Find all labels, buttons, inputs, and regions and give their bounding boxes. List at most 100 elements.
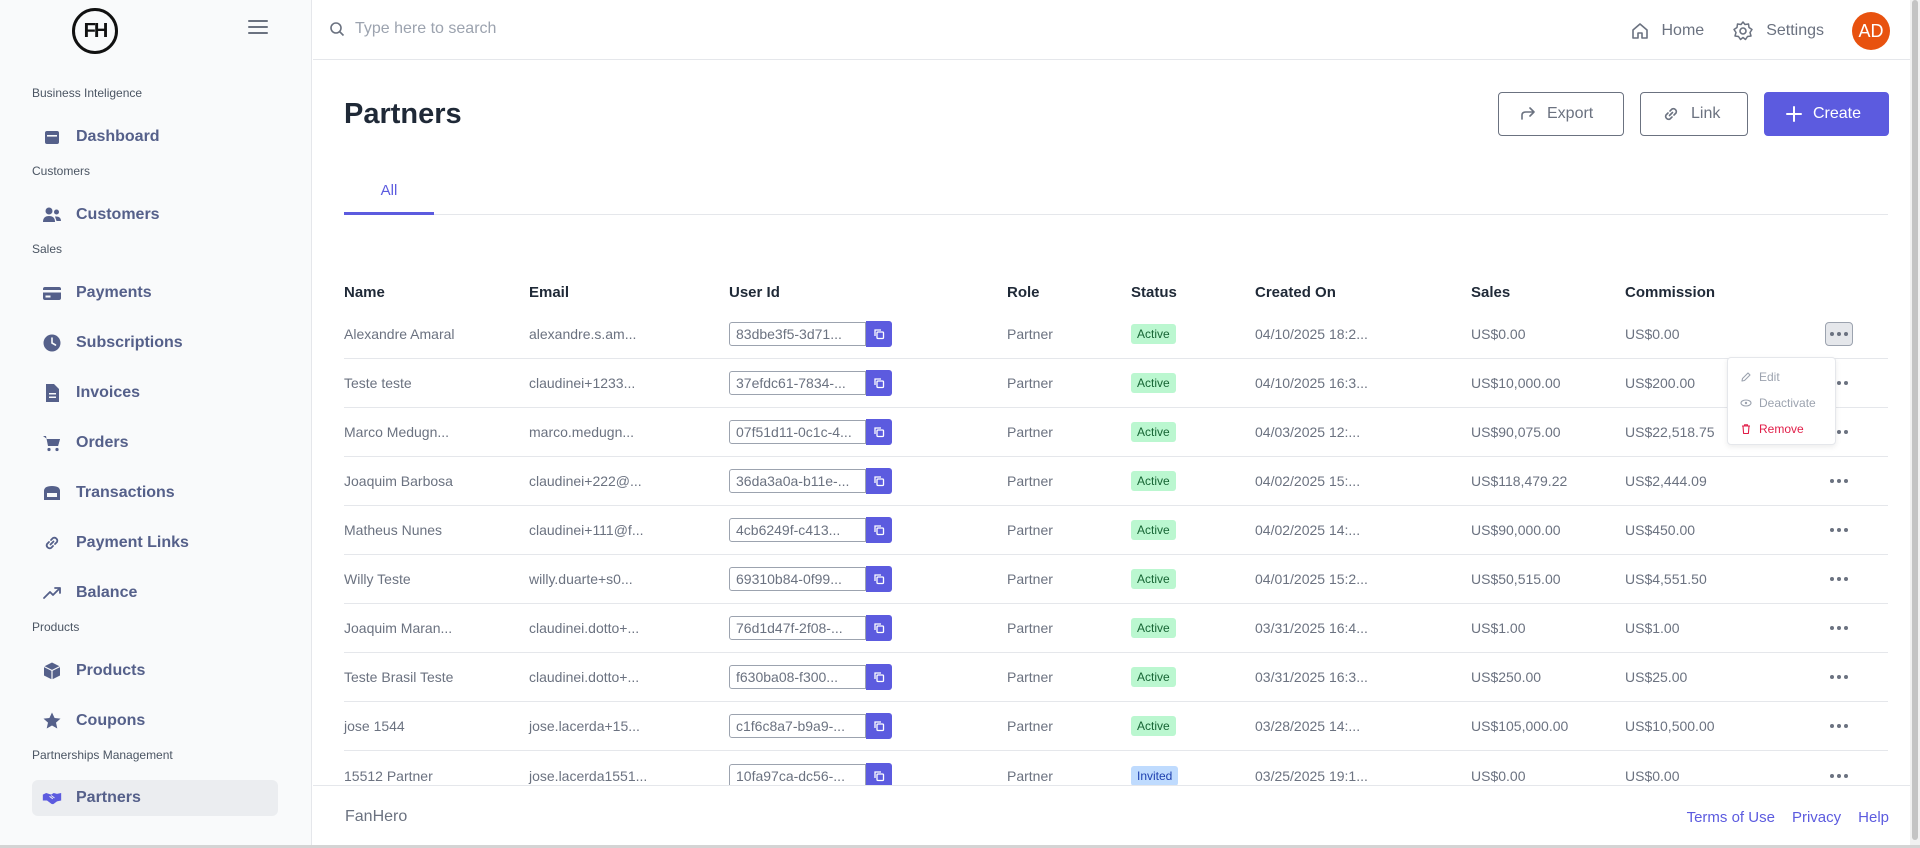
sidebar-item-transactions[interactable]: Transactions xyxy=(32,468,278,518)
cell-created-on: 03/31/2025 16:3... xyxy=(1255,669,1368,685)
more-actions-icon[interactable] xyxy=(1825,714,1853,738)
sidebar-item-label: Orders xyxy=(76,434,129,451)
cell-created-on: 04/10/2025 18:2... xyxy=(1255,326,1368,342)
menu-item-remove[interactable]: Remove xyxy=(1728,416,1835,442)
column-header-role[interactable]: Role xyxy=(1007,283,1040,301)
user-id-field[interactable]: 4cb6249f-c413... xyxy=(729,518,866,542)
user-id-field[interactable]: 36da3a0a-b11e-... xyxy=(729,469,866,493)
menu-item-edit[interactable]: Edit xyxy=(1728,364,1835,390)
menu-item-deactivate[interactable]: Deactivate xyxy=(1728,390,1835,416)
settings-link[interactable]: Settings xyxy=(1732,20,1824,42)
cell-created-on: 03/25/2025 19:1... xyxy=(1255,767,1368,784)
sidebar-item-customers[interactable]: Customers xyxy=(32,190,278,240)
more-actions-icon[interactable] xyxy=(1825,518,1853,542)
table-row[interactable]: Joaquim Barbosa claudinei+222@... 36da3a… xyxy=(344,457,1888,506)
table-row[interactable]: Teste Brasil Teste claudinei.dotto+... f… xyxy=(344,653,1888,702)
cart-icon xyxy=(42,433,62,453)
column-header-created-on[interactable]: Created On xyxy=(1255,283,1336,301)
more-actions-icon[interactable] xyxy=(1825,469,1853,493)
more-actions-icon[interactable] xyxy=(1825,616,1853,640)
copy-button[interactable] xyxy=(866,370,892,396)
cell-email: claudinei.dotto+... xyxy=(529,669,640,685)
sidebar-item-coupons[interactable]: Coupons xyxy=(32,696,278,746)
link-label: Link xyxy=(1691,105,1721,122)
terms-link[interactable]: Terms of Use xyxy=(1686,809,1775,826)
page-scrollbar[interactable] xyxy=(1910,0,1920,848)
sidebar-item-products[interactable]: Products xyxy=(32,646,278,696)
user-id-field[interactable]: 37efdc61-7834-... xyxy=(729,371,866,395)
table-row[interactable]: Marco Medugn... marco.medugn... 07f51d11… xyxy=(344,408,1888,457)
sidebar-item-partners[interactable]: Partners xyxy=(32,780,278,816)
more-actions-icon[interactable] xyxy=(1825,665,1853,689)
sidebar-item-orders[interactable]: Orders xyxy=(32,418,278,468)
status-badge: Active xyxy=(1131,569,1176,589)
cell-name: jose 1544 xyxy=(344,718,405,734)
cell-sales: US$0.00 xyxy=(1471,767,1526,784)
more-actions-icon[interactable] xyxy=(1825,764,1853,788)
sidebar-section-title: Partnerships Management xyxy=(32,748,173,762)
user-id-field[interactable]: 07f51d11-0c1c-4... xyxy=(729,420,866,444)
copy-button[interactable] xyxy=(866,762,892,789)
table-row[interactable]: Teste teste claudinei+1233... 37efdc61-7… xyxy=(344,359,1888,408)
user-id-field[interactable]: 69310b84-0f99... xyxy=(729,567,866,591)
sidebar-item-balance[interactable]: Balance xyxy=(32,568,278,618)
create-button[interactable]: Create xyxy=(1764,92,1889,136)
user-id-field[interactable]: 76d1d47f-2f08-... xyxy=(729,616,866,640)
sidebar-item-invoices[interactable]: Invoices xyxy=(32,368,278,418)
column-header-user-id[interactable]: User Id xyxy=(729,283,780,301)
cell-sales: US$118,479.22 xyxy=(1471,473,1568,489)
table-row[interactable]: Joaquim Maran... claudinei.dotto+... 76d… xyxy=(344,604,1888,653)
sidebar-item-payment-links[interactable]: Payment Links xyxy=(32,518,278,568)
more-actions-icon[interactable] xyxy=(1825,567,1853,591)
cell-role: Partner xyxy=(1007,718,1053,734)
logo-text: FH xyxy=(83,19,109,42)
cell-created-on: 04/10/2025 16:3... xyxy=(1255,375,1368,391)
search-input[interactable] xyxy=(355,20,755,38)
privacy-link[interactable]: Privacy xyxy=(1791,809,1842,826)
copy-button[interactable] xyxy=(866,321,892,347)
column-header-status[interactable]: Status xyxy=(1131,283,1177,301)
copy-button[interactable] xyxy=(866,468,892,494)
table-row[interactable]: jose 1544 jose.lacerda+15... c1f6c8a7-b9… xyxy=(344,702,1888,751)
user-id-field[interactable]: 10fa97ca-dc56-... xyxy=(729,763,866,788)
column-header-email[interactable]: Email xyxy=(529,283,570,301)
help-link[interactable]: Help xyxy=(1858,809,1889,826)
link-icon xyxy=(1664,107,1678,121)
sidebar-item-dashboard[interactable]: Dashboard xyxy=(32,112,278,162)
user-id-field[interactable]: 83dbe3f5-3d71... xyxy=(729,322,866,346)
sidebar-item-subscriptions[interactable]: Subscriptions xyxy=(32,318,278,368)
cell-email: claudinei+222@... xyxy=(529,473,642,489)
column-header-commission[interactable]: Commission xyxy=(1625,283,1716,301)
handshake-icon xyxy=(42,788,62,808)
copy-button[interactable] xyxy=(866,419,892,445)
copy-button[interactable] xyxy=(866,615,892,641)
copy-button[interactable] xyxy=(866,517,892,543)
user-id-field[interactable]: f630ba08-f300... xyxy=(729,665,866,689)
column-header-name[interactable]: Name xyxy=(344,283,385,301)
copy-icon xyxy=(874,672,885,683)
link-button[interactable]: Link xyxy=(1640,92,1748,136)
table-row[interactable]: Matheus Nunes claudinei+111@f... 4cb6249… xyxy=(344,506,1888,555)
cell-role: Partner xyxy=(1007,473,1053,489)
avatar[interactable]: AD xyxy=(1852,12,1890,50)
table-row[interactable]: Willy Teste willy.duarte+s0... 69310b84-… xyxy=(344,555,1888,604)
column-header-sales[interactable]: Sales xyxy=(1471,283,1511,301)
sidebar-item-payments[interactable]: Payments xyxy=(32,268,278,318)
copy-button[interactable] xyxy=(866,566,892,592)
cell-name: Alexandre Amaral xyxy=(344,326,455,342)
table-row[interactable]: Alexandre Amaral alexandre.s.am... 83dbe… xyxy=(344,310,1888,359)
export-button[interactable]: Export xyxy=(1498,92,1624,136)
table-header: Name Email User Id Role Status Created O… xyxy=(344,274,1888,310)
copy-button[interactable] xyxy=(866,713,892,739)
logo[interactable]: FH xyxy=(72,8,118,54)
home-link[interactable]: Home xyxy=(1630,21,1704,41)
tab-all[interactable]: All xyxy=(344,178,434,215)
footer-brand: FanHero xyxy=(345,808,408,825)
user-id-field[interactable]: c1f6c8a7-b9a9-... xyxy=(729,714,866,738)
menu-toggle-icon[interactable] xyxy=(248,20,268,36)
cell-name: Marco Medugn... xyxy=(344,424,450,440)
more-actions-icon[interactable] xyxy=(1825,322,1853,346)
copy-button[interactable] xyxy=(866,664,892,690)
cell-commission: US$450.00 xyxy=(1625,522,1696,538)
cell-email: claudinei.dotto+... xyxy=(529,620,640,636)
